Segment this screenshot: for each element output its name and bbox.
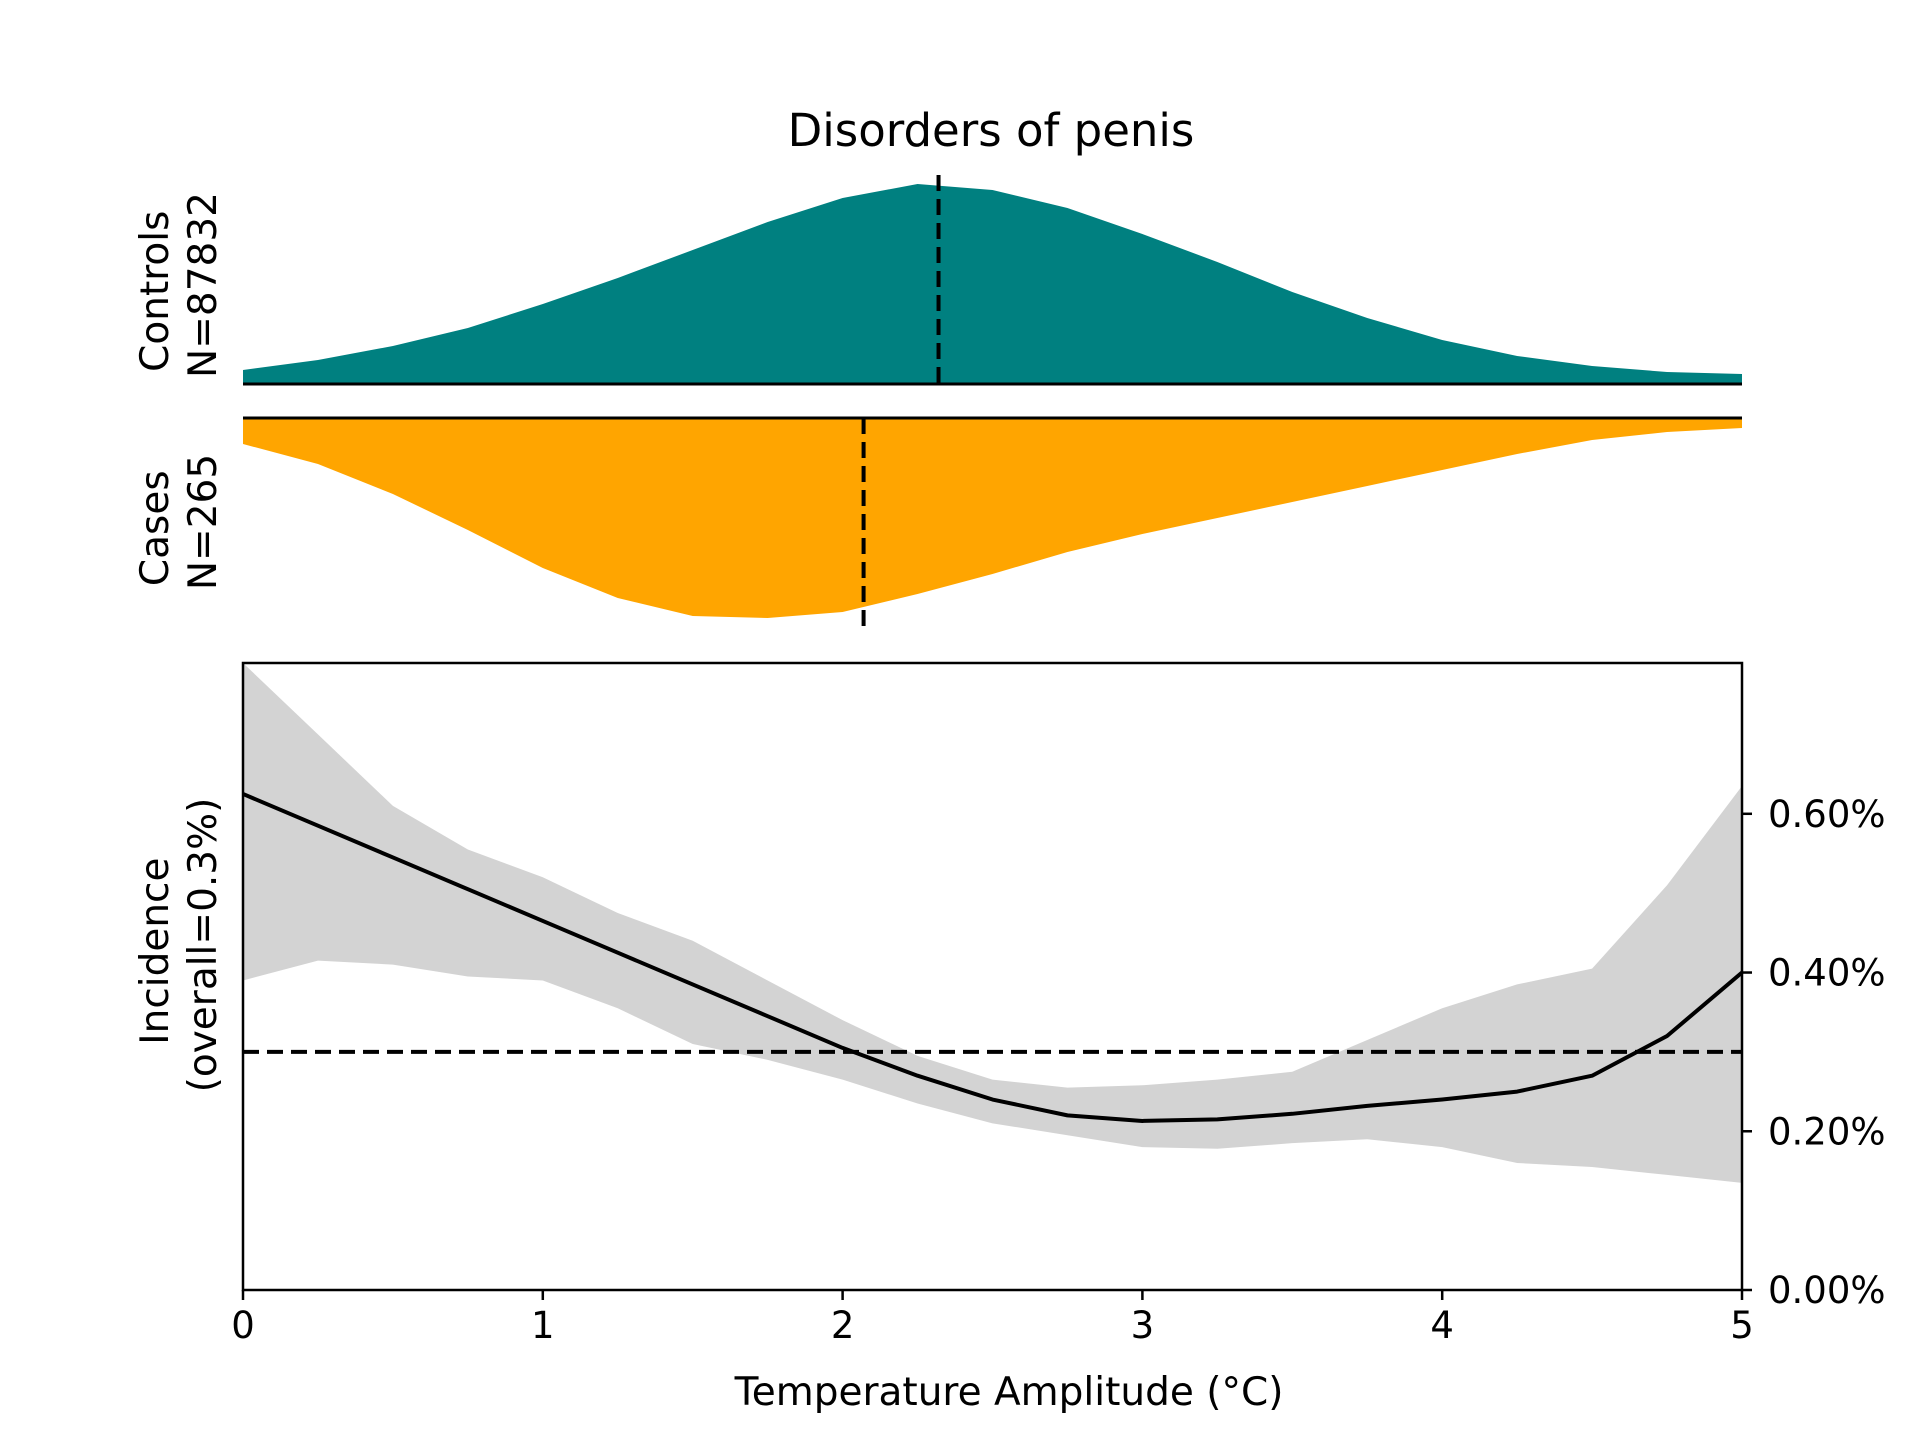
incidence-line: [242, 792, 1744, 1123]
x-tick-label: 1: [531, 1304, 555, 1347]
y-axis-label: Incidence (overall=0.3%): [133, 798, 226, 1093]
y-tick-label: 0.20%: [1768, 1110, 1886, 1153]
cases-label: Cases N=265: [133, 454, 226, 590]
cases-label-line2: N=265: [181, 454, 226, 590]
cases-label-line1: Cases: [133, 470, 178, 586]
y-tick-label: 0.60%: [1768, 793, 1886, 836]
cases-density-panel: Cases N=265: [133, 416, 1742, 627]
y-axis-right: 0.00% 0.20% 0.40% 0.60%: [1742, 793, 1886, 1312]
y-tick-label: 0.00%: [1768, 1269, 1886, 1312]
controls-label-line2: N=87832: [181, 192, 226, 378]
confidence-band: [243, 663, 1742, 1183]
x-axis-label: Temperature Amplitude (°C): [734, 1370, 1284, 1415]
y-tick-label: 0.40%: [1768, 952, 1886, 995]
x-axis: 0 1 2 3 4 5: [231, 1290, 1754, 1347]
x-tick-label: 5: [1730, 1304, 1754, 1347]
controls-label-line1: Controls: [133, 211, 178, 372]
incidence-panel: 0 1 2 3 4 5 0.00% 0.20% 0.40% 0.60% Temperature …: [133, 661, 1886, 1415]
controls-label: Controls N=87832: [133, 192, 226, 378]
x-tick-label: 0: [231, 1304, 255, 1347]
controls-density-panel: Controls N=87832: [133, 175, 1742, 386]
x-tick-label: 2: [831, 1304, 855, 1347]
y-axis-label-line2: (overall=0.3%): [181, 798, 226, 1093]
controls-density-area: [243, 184, 1742, 384]
chart-title: Disorders of penis: [788, 104, 1195, 157]
x-tick-label: 4: [1430, 1304, 1454, 1347]
cases-density-area: [243, 418, 1742, 618]
x-tick-label: 3: [1131, 1304, 1155, 1347]
plot-frame: [241, 661, 1744, 1292]
y-axis-label-line1: Incidence: [133, 858, 178, 1045]
